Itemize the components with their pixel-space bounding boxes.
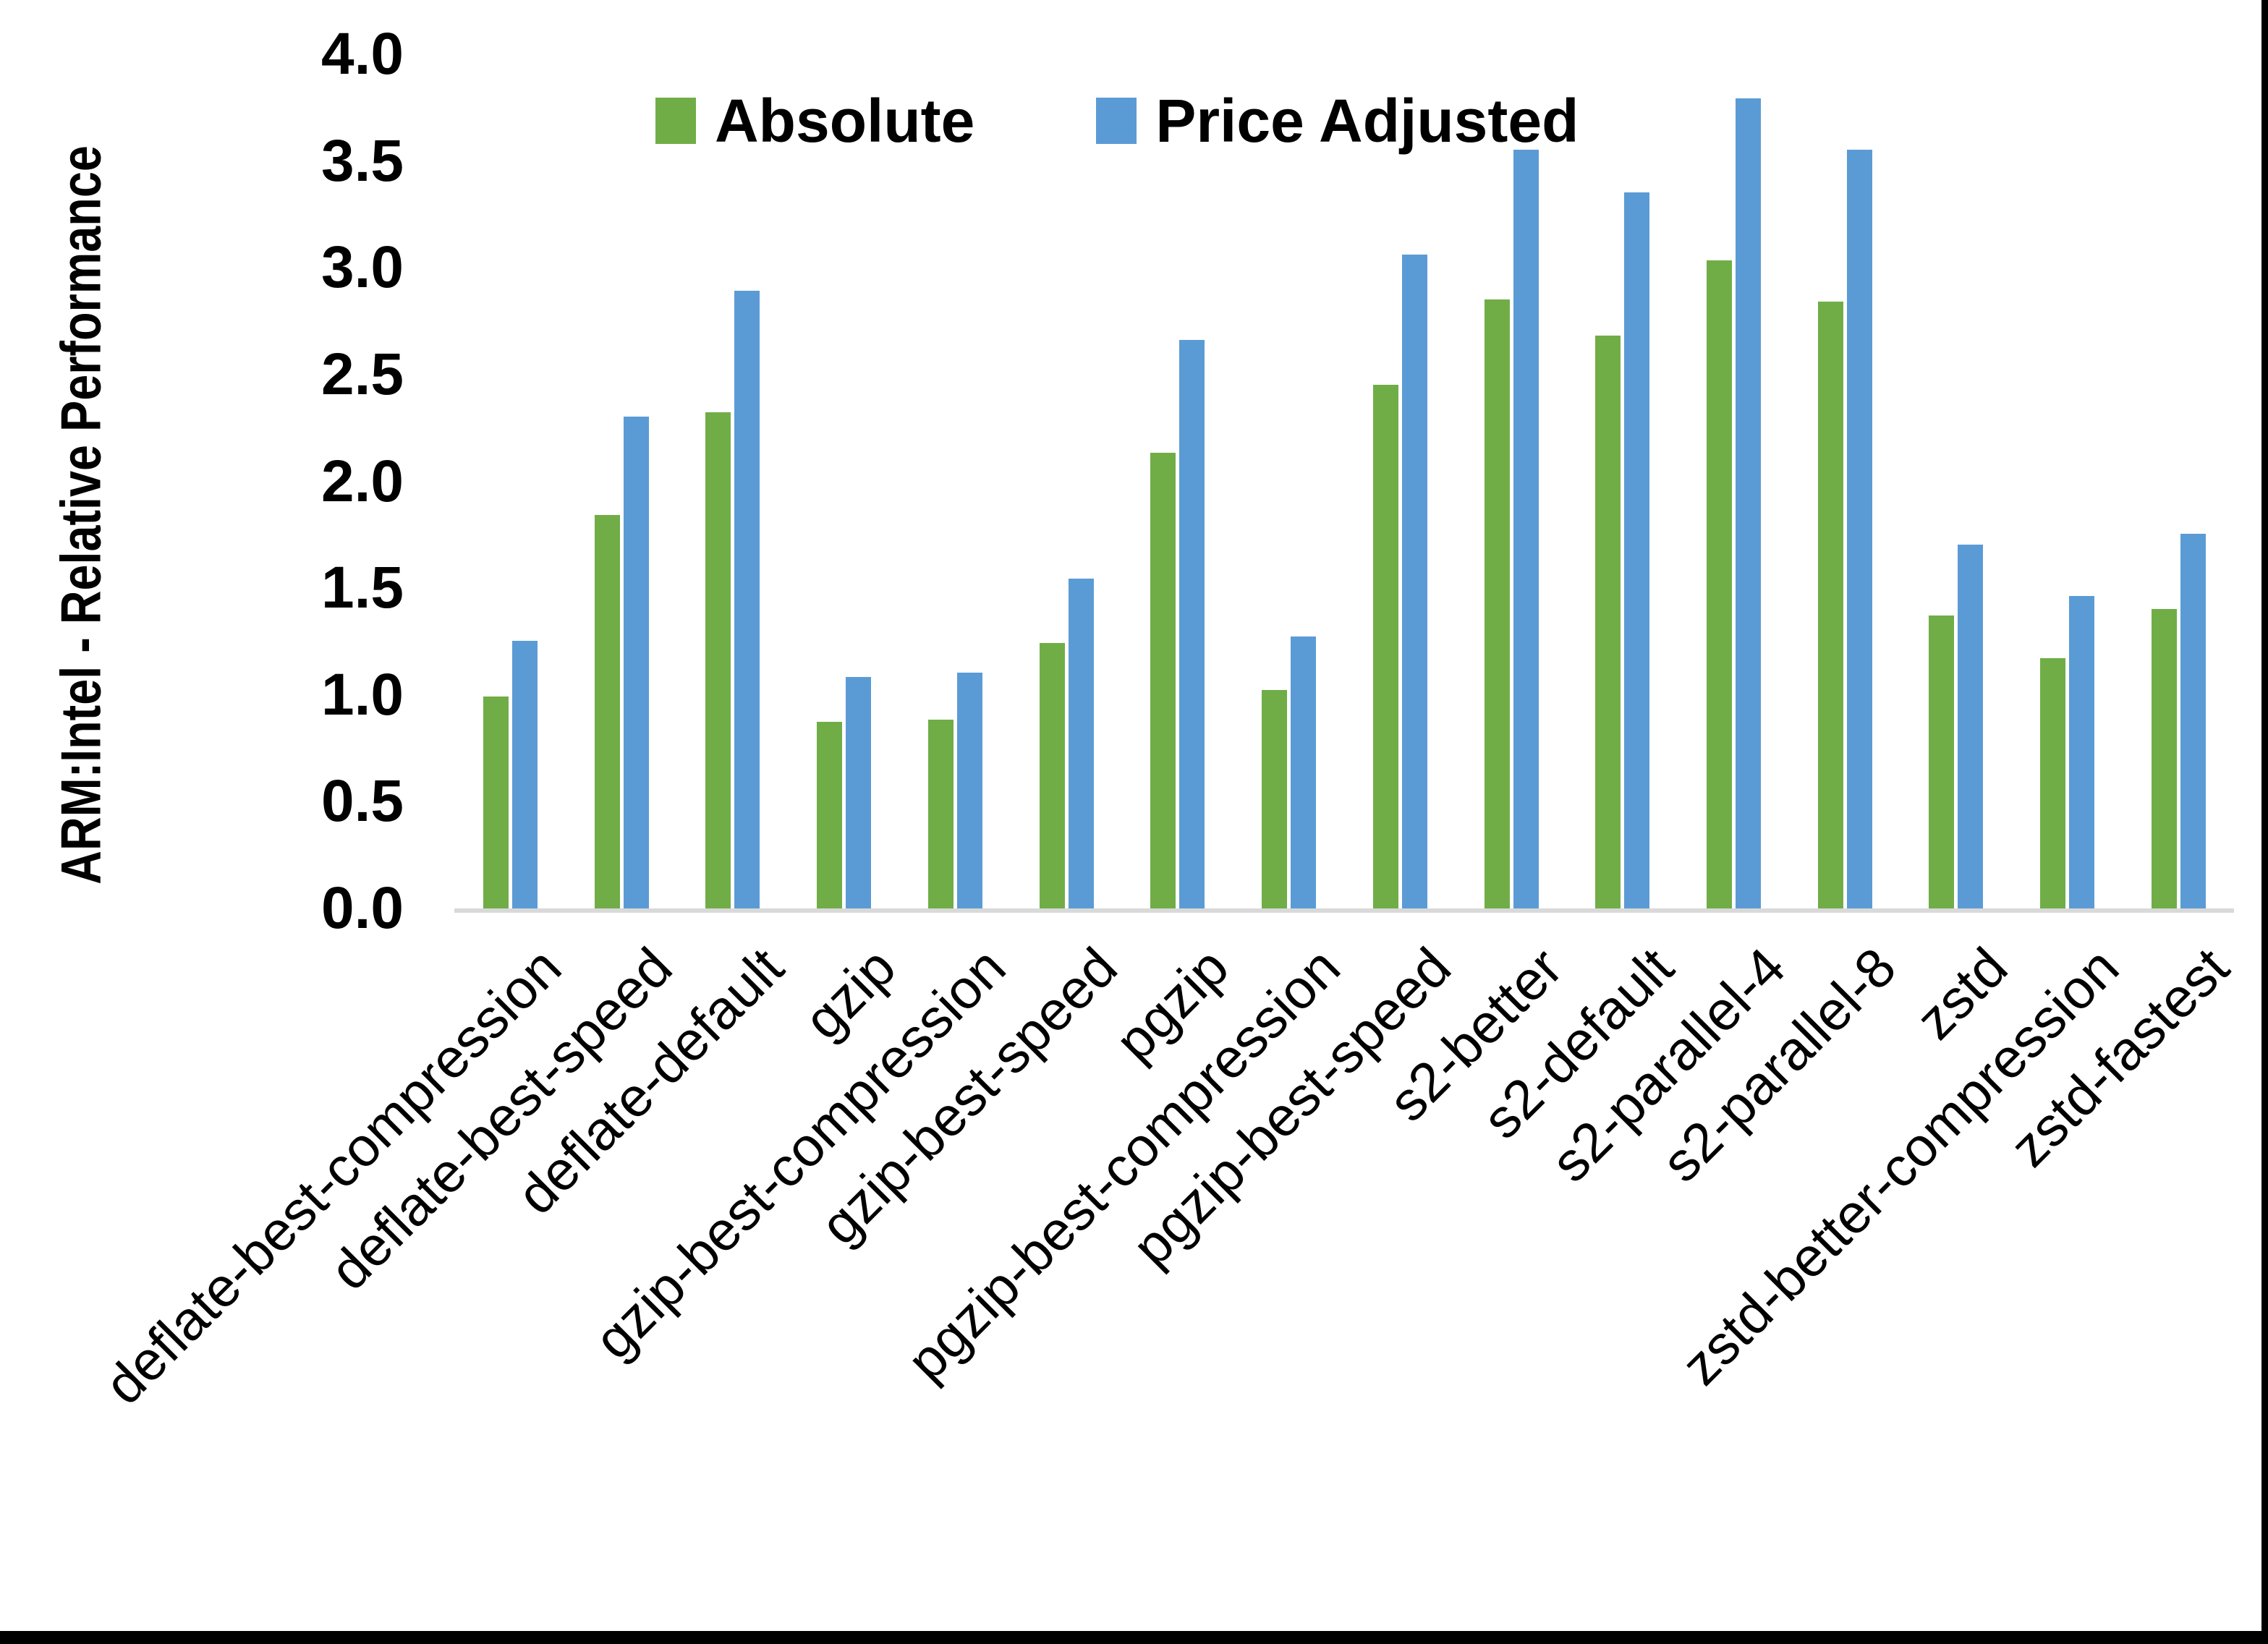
- bar-absolute: [1373, 385, 1398, 910]
- bar-price-adjusted: [2180, 534, 2206, 910]
- bar-price-adjusted: [1624, 192, 1649, 910]
- x-axis-line: [454, 908, 2234, 913]
- bar-price-adjusted: [2069, 596, 2094, 910]
- y-tick-label: 4.0: [321, 21, 404, 88]
- screenshot-bottom-border: [0, 1631, 2268, 1644]
- bar-price-adjusted: [1179, 340, 1205, 910]
- bar-price-adjusted: [734, 291, 760, 910]
- bar-absolute: [1150, 453, 1176, 910]
- legend-swatch-absolute: [655, 98, 696, 144]
- bar-absolute: [705, 412, 731, 910]
- bar-absolute: [1485, 299, 1510, 910]
- bar-absolute: [1818, 302, 1843, 910]
- bar-absolute: [595, 515, 620, 910]
- bar-absolute: [1707, 260, 1732, 910]
- y-tick-label: 1.0: [321, 661, 404, 728]
- bar-absolute: [817, 722, 842, 910]
- bar-price-adjusted: [624, 417, 649, 910]
- y-tick-label: 3.5: [321, 127, 404, 194]
- bar-absolute: [2040, 658, 2065, 910]
- bar-absolute: [483, 697, 509, 910]
- bar-price-adjusted: [1736, 98, 1761, 910]
- x-category-label: deflate-best-compression: [93, 936, 573, 1417]
- bar-absolute: [1929, 616, 1954, 910]
- y-tick-label: 3.0: [321, 234, 404, 301]
- bar-price-adjusted: [1069, 579, 1094, 910]
- bar-absolute: [2152, 609, 2177, 910]
- chart-legend: Absolute Price Adjusted: [655, 87, 1579, 155]
- screenshot-right-border: [2261, 0, 2268, 1644]
- legend-swatch-price-adjusted: [1096, 98, 1137, 144]
- y-tick-label: 0.0: [321, 875, 404, 942]
- bar-absolute: [1040, 643, 1065, 910]
- y-tick-label: 2.5: [321, 341, 404, 407]
- y-tick-label: 1.5: [321, 555, 404, 621]
- bar-price-adjusted: [1847, 150, 1872, 910]
- bar-price-adjusted: [1958, 545, 1983, 910]
- bar-absolute: [928, 720, 954, 910]
- bar-absolute: [1595, 336, 1621, 910]
- bar-price-adjusted: [846, 677, 871, 910]
- y-tick-label: 2.0: [321, 448, 404, 514]
- bar-price-adjusted: [1291, 636, 1316, 910]
- y-tick-label: 0.5: [321, 768, 404, 835]
- bar-price-adjusted: [512, 641, 538, 910]
- bar-absolute: [1262, 690, 1287, 910]
- bar-price-adjusted: [957, 673, 982, 910]
- legend-label-price-adjusted: Price Adjusted: [1155, 87, 1579, 155]
- legend-label-absolute: Absolute: [715, 87, 975, 155]
- y-axis-title: ARM:Intel - Relative Performance: [48, 145, 113, 885]
- bar-price-adjusted: [1402, 255, 1427, 910]
- bar-price-adjusted: [1513, 150, 1539, 910]
